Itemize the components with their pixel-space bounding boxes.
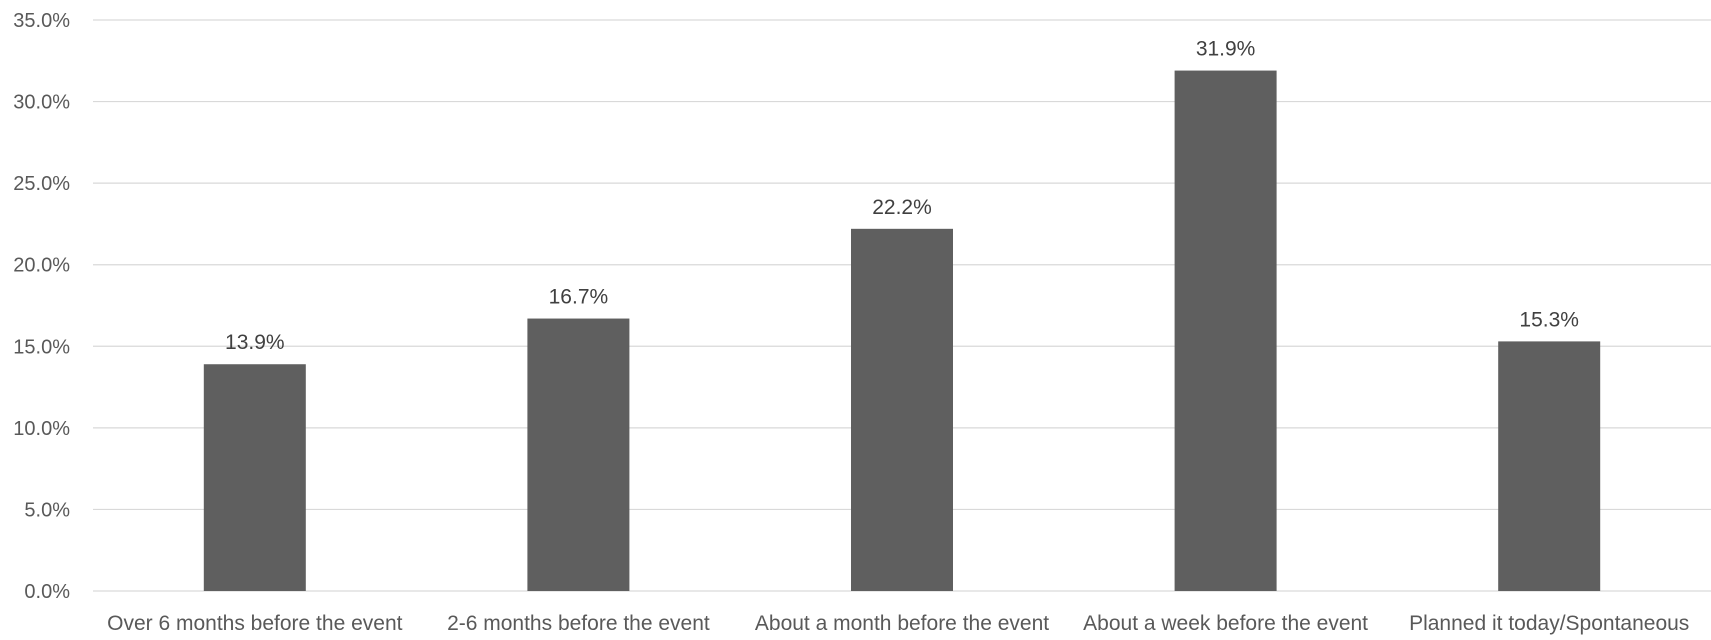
bar — [203, 364, 306, 591]
y-tick-label: 35.0% — [13, 10, 70, 32]
y-tick-label: 20.0% — [13, 255, 70, 277]
bar — [1174, 70, 1277, 592]
x-category-label: Planned it today/Spontaneous — [1409, 612, 1689, 635]
y-tick-label: 15.0% — [13, 336, 70, 358]
data-label: 31.9% — [1196, 38, 1256, 61]
bars — [203, 70, 1601, 592]
data-label: 15.3% — [1519, 308, 1579, 331]
x-axis-category-labels: Over 6 months before the event 2-6 months… — [107, 612, 1689, 635]
y-tick-label: 5.0% — [24, 499, 70, 521]
y-tick-label: 10.0% — [13, 418, 70, 440]
data-label: 13.9% — [225, 331, 285, 354]
y-tick-label: 25.0% — [13, 173, 70, 195]
data-labels: 13.9% 16.7% 22.2% 31.9% 15.3% — [225, 38, 1579, 355]
y-tick-label: 30.0% — [13, 92, 70, 114]
bar — [1498, 341, 1601, 591]
bar — [527, 318, 630, 591]
data-label: 16.7% — [549, 286, 609, 309]
x-category-label: About a month before the event — [755, 612, 1049, 635]
data-label: 22.2% — [872, 196, 932, 219]
y-tick-label: 0.0% — [24, 581, 70, 603]
x-category-label: 2-6 months before the event — [447, 612, 710, 635]
x-category-label: About a week before the event — [1083, 612, 1368, 635]
bar — [851, 228, 953, 591]
y-axis-tick-labels: 0.0% 5.0% 10.0% 15.0% 20.0% 25.0% 30.0% 35.0% — [13, 10, 70, 603]
x-category-label: Over 6 months before the event — [107, 612, 402, 635]
